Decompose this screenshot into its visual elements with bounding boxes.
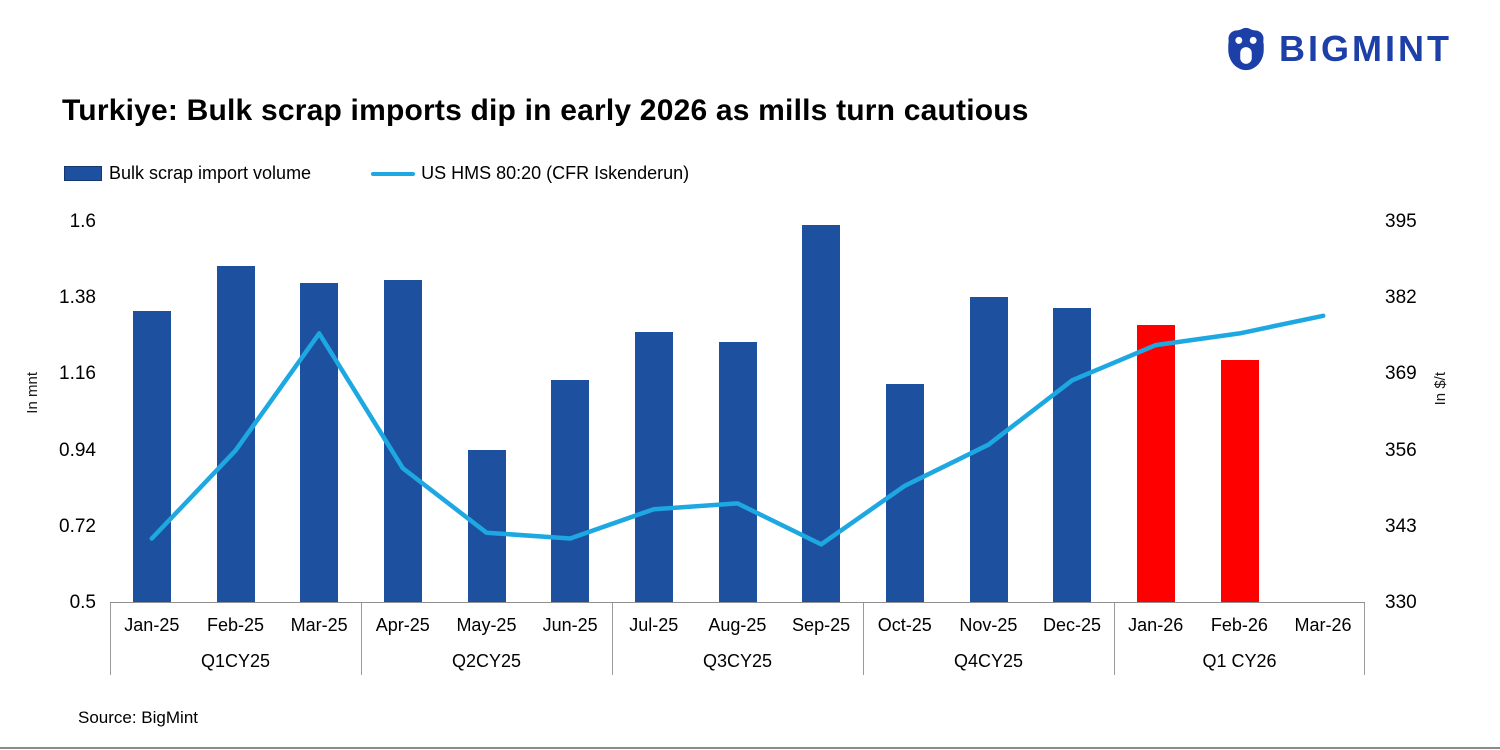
month-label: May-25 [456, 615, 517, 635]
month-label: Dec-25 [1043, 615, 1102, 635]
quarter-label: Q3CY25 [702, 651, 773, 671]
month-label: Oct-25 [877, 615, 932, 635]
bar-feb-26 [1220, 359, 1259, 602]
left-axis-ticks: 1.6 1.38 1.16 0.94 0.72 0.5 [0, 211, 96, 613]
price-line [149, 313, 1326, 547]
chart-title: Turkiye: Bulk scrap imports dip in early… [62, 94, 1029, 127]
quarter-label: Q1 CY26 [1202, 651, 1277, 671]
month-label: Jan-26 [1128, 615, 1184, 635]
bar-series-swatch [64, 166, 102, 181]
axis-tick-label: 369 [1385, 363, 1417, 385]
month-label: Jul-25 [629, 615, 679, 635]
quarter-label: Q1CY25 [200, 651, 271, 671]
month-label: Feb-26 [1210, 615, 1268, 635]
quarter-axis: Q1CY25 Q2CY25 Q3CY25 Q4CY25 Q1 CY26 [110, 641, 1365, 675]
month-label: Mar-25 [290, 615, 348, 635]
month-label: Feb-25 [206, 615, 264, 635]
legend-item-bars: Bulk scrap import volume [64, 163, 311, 184]
axis-tick-label: 0.94 [59, 439, 96, 461]
bar-jan-25 [132, 311, 171, 602]
bigmint-logo-text: BIGMINT [1279, 28, 1452, 69]
axis-tick-label: 0.72 [59, 515, 96, 537]
legend-label-bars: Bulk scrap import volume [109, 163, 312, 183]
month-label: Nov-25 [959, 615, 1018, 635]
axis-tick-label: 356 [1385, 439, 1417, 461]
bigmint-logo-icon [1223, 26, 1269, 72]
axis-tick-label: 1.6 [69, 211, 96, 232]
legend-label-line: US HMS 80:20 (CFR Iskenderun) [421, 163, 690, 183]
month-label: Mar-26 [1294, 615, 1352, 635]
axis-tick-label: 343 [1385, 515, 1417, 537]
bar-apr-25 [383, 279, 422, 602]
axis-tick-label: 330 [1385, 592, 1417, 613]
legend: Bulk scrap import volume US HMS 80:20 (C… [64, 163, 689, 184]
axis-tick-label: 1.16 [59, 363, 96, 385]
plot-area [110, 222, 1365, 603]
axis-tick-label: 1.38 [59, 287, 96, 309]
quarter-label: Q2CY25 [451, 651, 522, 671]
quarter-label: Q4CY25 [953, 651, 1024, 671]
axis-tick-label: 395 [1385, 211, 1417, 232]
bigmint-logo: BIGMINT [1223, 26, 1452, 72]
line-series-swatch [371, 171, 416, 176]
bar-aug-25 [718, 342, 757, 602]
axis-tick-label: 0.5 [69, 592, 96, 613]
month-label: Jan-25 [124, 615, 180, 635]
right-axis-ticks: 395 382 369 356 343 330 [1385, 211, 1455, 613]
source-note: Source: BigMint [78, 708, 198, 727]
month-label: Aug-25 [708, 615, 767, 635]
bar-jan-26 [1136, 324, 1175, 602]
bottom-divider [0, 747, 1500, 749]
month-label: Apr-25 [375, 615, 430, 635]
month-axis: Jan-25 Feb-25 Mar-25 Apr-25 May-25 Jun-25 Jul-… [110, 609, 1365, 636]
month-label: Jun-25 [542, 615, 598, 635]
bar-jun-25 [551, 380, 590, 602]
month-label: Sep-25 [792, 615, 851, 635]
bar-may-25 [467, 449, 506, 602]
bar-dec-25 [1053, 307, 1092, 602]
axis-tick-label: 382 [1385, 287, 1417, 309]
bar-jul-25 [634, 331, 673, 602]
legend-item-line: US HMS 80:20 (CFR Iskenderun) [371, 163, 689, 184]
price-line-chart [149, 313, 1326, 547]
